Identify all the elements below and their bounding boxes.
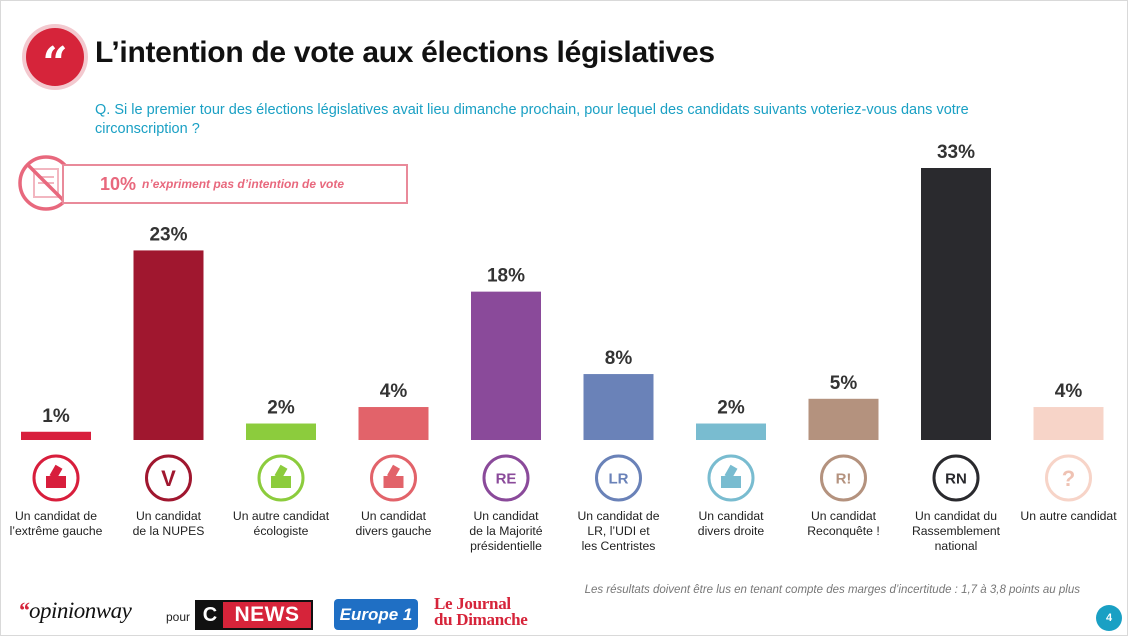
bar (133, 250, 204, 440)
bar-value-label: 4% (1055, 381, 1083, 402)
pour-label: pour (166, 610, 191, 624)
quote-icon: “ (26, 28, 84, 86)
category-label: les Centristes (582, 539, 656, 553)
category-label: de la Majorité (469, 524, 542, 538)
cnews-logo: C NEWS (195, 600, 313, 630)
opinionway-logo-text: opinionway (29, 598, 132, 623)
bar-value-label: 18% (487, 266, 525, 287)
category-label: LR, l’UDI et (587, 524, 650, 538)
opinionway-logo-quote: “ (18, 598, 30, 623)
cnews-logo-c: C (197, 602, 223, 628)
quote-glyph: “ (42, 38, 68, 89)
category-label: Un candidat de (578, 509, 660, 523)
ballot-box-body (383, 476, 404, 488)
nupes-v-icon (145, 454, 192, 502)
cnews-logo-news: NEWS (223, 602, 311, 628)
jdd-logo: Le Journal du Dimanche (434, 594, 570, 629)
bar (246, 423, 316, 440)
nupes-v-icon-text: V (161, 466, 176, 491)
category-label: Un candidat du (915, 509, 997, 523)
question-mark-icon-text: ? (1062, 466, 1075, 491)
no-intention-percent: 10% (100, 173, 137, 194)
bar (583, 374, 654, 440)
ballot-paper (274, 464, 288, 480)
reconquete-r-icon (820, 454, 867, 502)
bar-value-label: 2% (267, 398, 295, 419)
ballot-box-body (46, 476, 66, 488)
bar-value-label: 1% (42, 406, 70, 427)
lr-logo-icon-text: LR (609, 470, 629, 487)
bar (471, 291, 541, 440)
bar (1033, 407, 1104, 440)
lr-logo-icon (595, 454, 642, 502)
survey-question: Q. Si le premier tour des élections légi… (95, 102, 969, 137)
bar-value-label: 4% (380, 381, 408, 402)
ballot-paper (49, 464, 63, 480)
category-label: Un candidat (698, 509, 764, 523)
ballot-paper (724, 464, 738, 480)
bar-value-label: 5% (830, 373, 858, 394)
ballot-box-body (721, 476, 741, 488)
page-number: 4 (1096, 605, 1122, 631)
jdd-logo-line2: du Dimanche (434, 610, 528, 629)
category-label: présidentielle (470, 539, 542, 553)
category-label: Un candidat (473, 509, 539, 523)
reconquete-r-icon-text: R! (836, 470, 852, 487)
bar-value-label: 23% (149, 224, 187, 245)
category-label: de la NUPES (133, 524, 205, 538)
bar-value-label: 33% (937, 142, 975, 163)
bar-value-label: 2% (717, 398, 745, 419)
bar (696, 423, 766, 440)
bar (21, 431, 91, 440)
category-label: Un candidat (811, 509, 877, 523)
ballot-box-body (271, 476, 291, 488)
uncertainty-footnote: Les résultats doivent être lus en tenant… (584, 584, 1080, 596)
re-logo-icon-text: RE (496, 470, 517, 487)
rn-flame-icon (932, 454, 980, 502)
question-mark-icon (1045, 454, 1092, 502)
no-intention-box: 10% n’expriment pas d’intention de vote (62, 164, 408, 204)
category-label: divers droite (698, 524, 765, 538)
rn-flame-icon-text: RN (945, 470, 967, 487)
jdd-logo-line1: Le Journal (434, 594, 511, 613)
re-logo-icon (482, 454, 530, 502)
category-label: Reconquête ! (807, 524, 880, 538)
category-label: national (935, 539, 978, 553)
category-label: écologiste (254, 524, 309, 538)
category-label: Un autre candidat (1020, 509, 1117, 523)
page-title: L’intention de vote aux élections législ… (95, 36, 715, 69)
category-label: divers gauche (356, 524, 432, 538)
no-intention-text: n’expriment pas d’intention de vote (142, 177, 345, 191)
category-label: Un candidat (361, 509, 427, 523)
category-label: Un candidat de (15, 509, 97, 523)
bar (921, 168, 991, 440)
category-label: l’extrême gauche (10, 524, 103, 538)
opinionway-logo: “opinionway (18, 598, 132, 624)
bar (808, 398, 879, 440)
category-label: Rassemblement (912, 524, 1001, 538)
category-label: Un candidat (136, 509, 202, 523)
ballot-paper (387, 464, 400, 480)
europe1-logo: Europe 1 (334, 599, 418, 630)
bar (358, 407, 429, 440)
bar-value-label: 8% (605, 348, 633, 369)
category-label: Un autre candidat (233, 509, 330, 523)
